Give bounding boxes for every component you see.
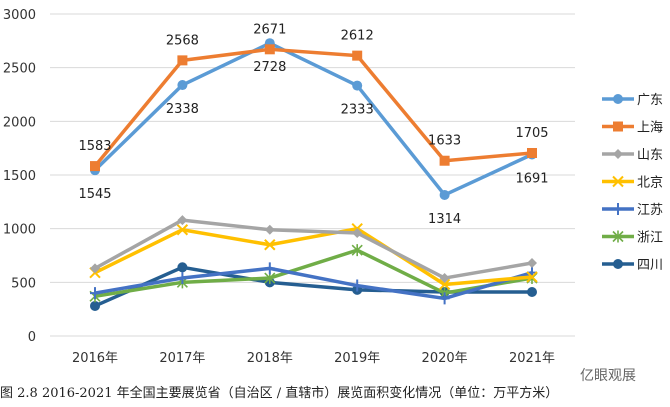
data-label: 2338	[166, 102, 199, 117]
data-label: 2671	[253, 22, 286, 37]
y-tick-label: 0	[28, 330, 36, 345]
data-point	[352, 80, 363, 91]
line-chart: 0 500 1000 1500 2000 2500 3000 2016年 2017年 2018年 2…	[3, 8, 663, 366]
legend-marker	[612, 230, 624, 243]
data-label: 1705	[515, 126, 548, 141]
legend-marker	[613, 149, 623, 159]
data-point	[352, 227, 363, 238]
legend-label: 四川	[637, 258, 663, 273]
legend-item: 上海	[602, 121, 663, 136]
data-point	[352, 279, 363, 292]
y-tick-label: 2000	[3, 115, 36, 130]
legend-item: 广东	[602, 93, 663, 108]
x-tick-label: 2019年	[334, 351, 380, 366]
series-line	[94, 218, 533, 280]
data-point	[527, 258, 537, 269]
data-label: 1691	[515, 171, 548, 186]
legend-label: 上海	[637, 121, 663, 136]
data-point	[90, 300, 100, 311]
legend-marker	[613, 121, 623, 132]
data-point	[177, 215, 188, 226]
watermark: 亿眼观展	[580, 368, 636, 384]
series-line	[94, 226, 533, 287]
series-line	[94, 248, 533, 299]
data-point	[352, 50, 363, 61]
legend-marker	[613, 203, 623, 215]
data-label: 1314	[428, 212, 461, 227]
figure-caption: 图 2.8 2016-2021 年全国主要展览省（自治区 / 直辖市）展览面积变…	[0, 386, 559, 401]
legend-item: 北京	[602, 176, 663, 191]
data-point	[438, 278, 451, 291]
legend-item: 山东	[602, 148, 663, 163]
data-point	[439, 155, 450, 166]
y-tick-label: 1000	[3, 223, 36, 238]
data-point	[90, 287, 100, 300]
data-label: 2612	[341, 29, 374, 44]
series-山东	[90, 215, 537, 284]
data-label: 2728	[253, 60, 286, 75]
data-point	[264, 44, 275, 55]
data-point	[177, 80, 188, 91]
x-tick-label: 2020年	[422, 351, 468, 366]
data-point	[264, 262, 275, 275]
data-point	[176, 224, 189, 236]
data-point	[439, 189, 450, 200]
series-line	[93, 47, 533, 168]
series-line	[94, 266, 533, 301]
series-广东: 1545 2338 2728 2333 1314 1691	[78, 38, 549, 227]
data-label: 1633	[428, 134, 461, 149]
legend-label: 江苏	[637, 202, 663, 218]
x-tick-label: 2016年	[72, 351, 118, 366]
data-label: 2333	[341, 103, 374, 118]
series-line	[93, 41, 533, 197]
y-tick-label: 1500	[3, 169, 36, 184]
legend-label: 浙江	[637, 231, 663, 246]
y-tick-label: 2500	[3, 62, 36, 77]
legend-item: 江苏	[602, 202, 663, 218]
legend-marker	[612, 175, 624, 188]
legend-label: 山东	[637, 148, 663, 163]
data-point	[439, 292, 450, 305]
data-point	[351, 244, 363, 257]
data-label: 1583	[78, 139, 111, 154]
legend-label: 广东	[637, 93, 663, 108]
series-北京	[89, 222, 538, 291]
series-江苏	[90, 262, 537, 305]
x-tick-label: 2018年	[247, 351, 293, 366]
data-point	[177, 272, 188, 285]
data-point	[90, 263, 100, 274]
data-point	[527, 147, 537, 158]
data-point	[90, 161, 100, 172]
legend-label: 北京	[637, 176, 663, 191]
data-point	[177, 55, 188, 66]
data-point	[439, 273, 450, 284]
x-tick-label: 2017年	[159, 351, 205, 366]
data-label: 1545	[78, 187, 111, 202]
legend-marker	[613, 259, 623, 269]
data-point	[177, 262, 188, 273]
data-label: 2568	[166, 33, 199, 48]
y-tick-label: 500	[11, 276, 36, 291]
x-tick-label: 2021年	[509, 351, 555, 366]
data-point	[526, 271, 538, 283]
data-point	[264, 224, 275, 235]
data-point	[527, 286, 537, 297]
legend-item: 浙江	[602, 230, 663, 246]
series-上海: 1583 2568 2671 2612 1633 1705	[78, 22, 549, 172]
y-tick-label: 3000	[3, 8, 36, 23]
legend-item: 四川	[602, 258, 663, 273]
legend-marker	[613, 94, 623, 104]
data-point	[264, 239, 276, 251]
